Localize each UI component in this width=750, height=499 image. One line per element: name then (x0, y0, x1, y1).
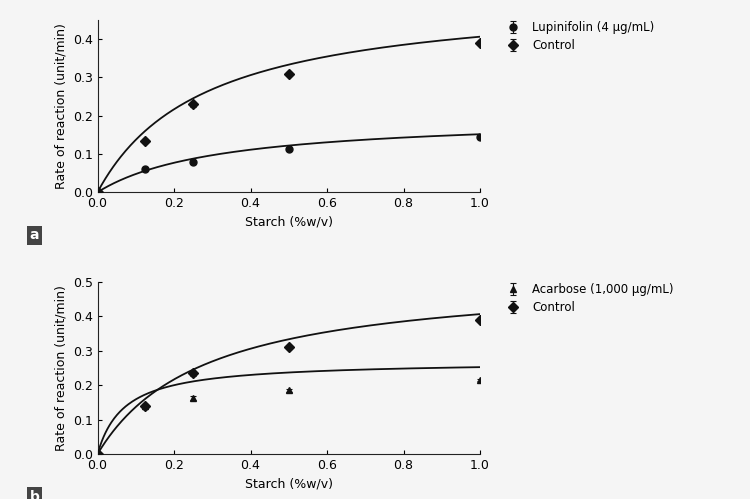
Legend: Acarbose (1,000 μg/mL), Control: Acarbose (1,000 μg/mL), Control (495, 278, 678, 318)
Text: a: a (30, 229, 39, 243)
X-axis label: Starch (%w/v): Starch (%w/v) (244, 216, 333, 229)
Text: b: b (29, 490, 39, 499)
Legend: Lupinifolin (4 μg/mL), Control: Lupinifolin (4 μg/mL), Control (495, 16, 658, 57)
X-axis label: Starch (%w/v): Starch (%w/v) (244, 478, 333, 491)
Y-axis label: Rate of reaction (unit/min): Rate of reaction (unit/min) (54, 285, 67, 451)
Y-axis label: Rate of reaction (unit/min): Rate of reaction (unit/min) (54, 23, 67, 189)
